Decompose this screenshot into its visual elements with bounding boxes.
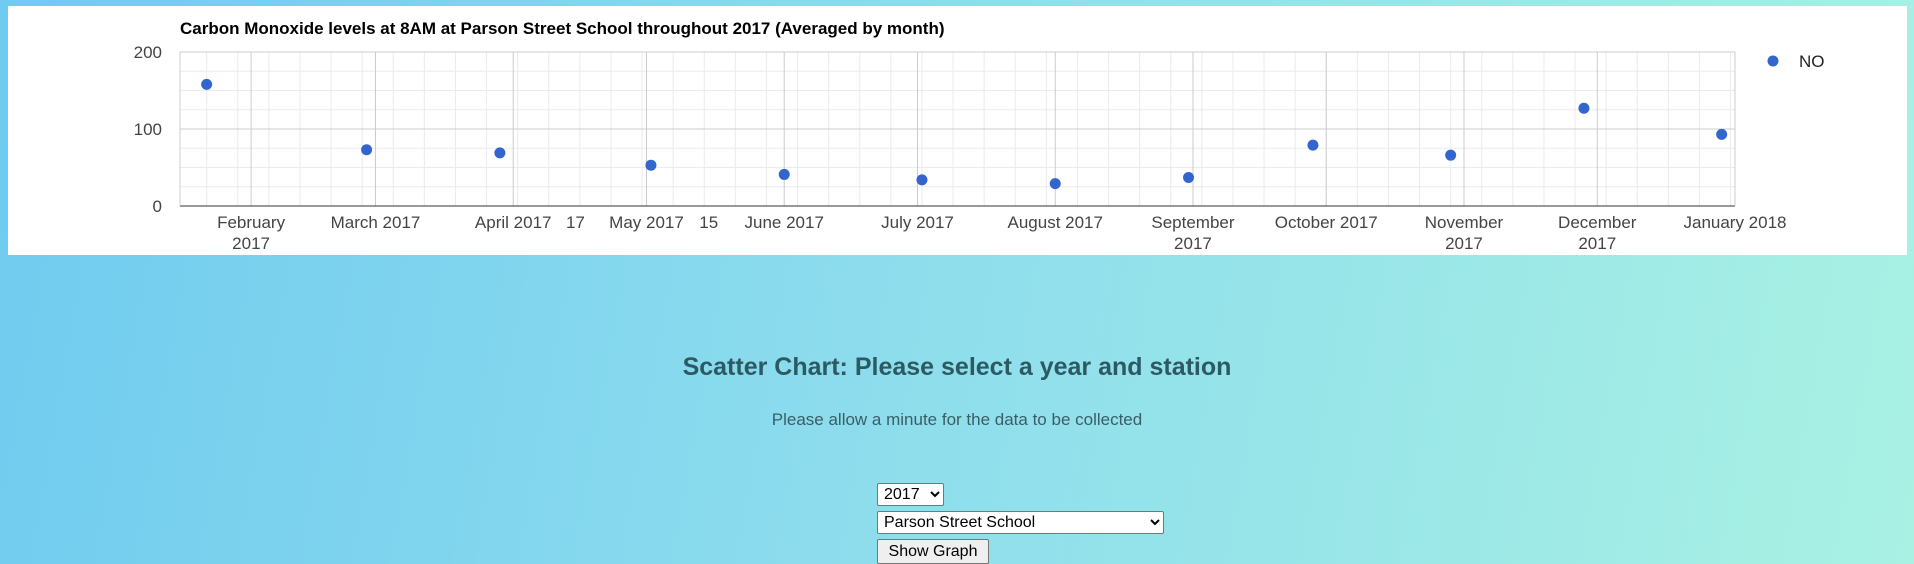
data-point	[361, 144, 373, 156]
x-tick-label: February 2017	[217, 213, 286, 253]
x-tick-label-line: 2017	[1174, 234, 1212, 253]
data-point	[645, 159, 657, 171]
data-point	[778, 168, 790, 180]
data-point	[1307, 139, 1319, 151]
x-tick-label-line: December	[1558, 213, 1637, 232]
x-tick-label: March 2017	[331, 213, 421, 232]
y-tick-label: 200	[134, 43, 162, 62]
x-tick-label: December 2017	[1558, 213, 1637, 253]
x-tick-label-line: 2017	[232, 234, 270, 253]
x-tick-label-line: 2017	[1445, 234, 1483, 253]
y-tick-label: 100	[134, 120, 162, 139]
year-select[interactable]: 2017	[877, 483, 944, 506]
x-tick-label: April 2017	[475, 213, 552, 232]
x-tick-label-line: August 2017	[1008, 213, 1103, 232]
chart-title: Carbon Monoxide levels at 8AM at Parson …	[180, 19, 945, 38]
legend-label: NO	[1799, 52, 1825, 71]
x-tick-label-extra: 15	[699, 213, 718, 232]
show-graph-button[interactable]: Show Graph	[877, 539, 989, 564]
x-tick-label-extra: 17	[566, 213, 585, 232]
data-point	[1183, 172, 1195, 184]
loading-note: Please allow a minute for the data to be…	[771, 410, 1143, 429]
data-point	[1445, 149, 1457, 161]
x-tick-label-line: 2017	[1578, 234, 1616, 253]
legend-marker	[1767, 55, 1779, 67]
x-tick-label-line: September	[1151, 213, 1234, 232]
x-tick-label-line: May 2017	[609, 213, 684, 232]
x-tick-label: July 2017	[881, 213, 954, 232]
x-tick-label-line: November	[1425, 213, 1504, 232]
x-tick-label: January 2018	[1683, 213, 1786, 232]
x-tick-label-line: June 2017	[745, 213, 824, 232]
data-point	[1716, 128, 1728, 140]
data-point	[1049, 178, 1061, 190]
data-point	[916, 174, 928, 186]
x-tick-label-line: February	[217, 213, 286, 232]
y-tick-label: 0	[153, 197, 162, 216]
data-point	[201, 78, 213, 90]
x-tick-label: November 2017	[1425, 213, 1504, 253]
x-tick-label: June 2017	[745, 213, 824, 232]
chart-panel: Carbon Monoxide levels at 8AM at Parson …	[8, 6, 1907, 255]
x-tick-label: August 2017	[1008, 213, 1103, 232]
x-tick-label: May 2017	[609, 213, 684, 232]
data-point	[494, 147, 506, 159]
x-tick-label-line: March 2017	[331, 213, 421, 232]
scatter-heading: Scatter Chart: Please select a year and …	[682, 353, 1232, 381]
x-tick-label-line: January 2018	[1683, 213, 1786, 232]
x-tick-label-line: July 2017	[881, 213, 954, 232]
x-tick-label: October 2017	[1275, 213, 1378, 232]
scatter-chart: Carbon Monoxide levels at 8AM at Parson …	[134, 19, 1825, 253]
data-point	[1578, 102, 1590, 114]
station-select[interactable]: Parson Street School	[877, 511, 1164, 534]
x-tick-label-line: April 2017	[475, 213, 552, 232]
x-tick-label: September 2017	[1151, 213, 1234, 253]
x-tick-label-line: October 2017	[1275, 213, 1378, 232]
